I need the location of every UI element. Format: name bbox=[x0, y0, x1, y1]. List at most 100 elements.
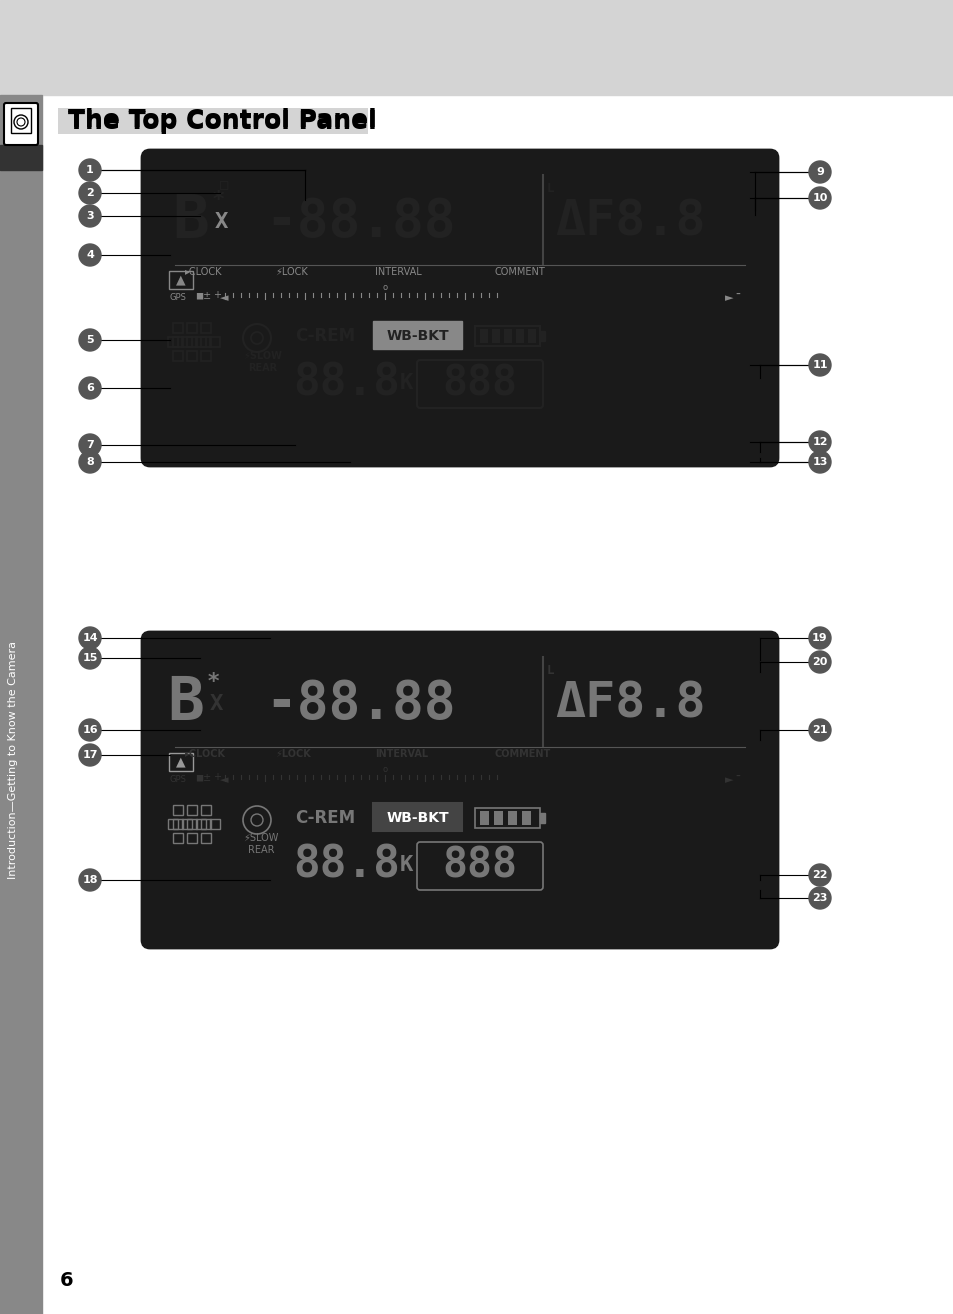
Bar bbox=[210, 336, 220, 347]
Circle shape bbox=[79, 244, 101, 265]
Bar bbox=[195, 819, 206, 829]
Text: 15: 15 bbox=[82, 653, 97, 664]
Text: o: o bbox=[382, 284, 387, 293]
Circle shape bbox=[79, 646, 101, 669]
Text: X: X bbox=[214, 212, 228, 233]
Text: L: L bbox=[546, 664, 554, 677]
Text: COMMENT: COMMENT bbox=[495, 749, 551, 759]
Text: 888: 888 bbox=[442, 361, 517, 403]
Circle shape bbox=[79, 328, 101, 351]
Bar bbox=[479, 328, 488, 343]
Bar bbox=[172, 323, 183, 332]
Bar bbox=[187, 819, 196, 829]
Bar bbox=[201, 336, 211, 347]
Text: 19: 19 bbox=[811, 633, 827, 643]
Circle shape bbox=[79, 451, 101, 473]
Bar bbox=[516, 328, 523, 343]
Text: ▸CLOCK: ▸CLOCK bbox=[185, 749, 226, 759]
Text: 8: 8 bbox=[86, 457, 93, 466]
Text: 3: 3 bbox=[86, 212, 93, 221]
Text: 6: 6 bbox=[60, 1271, 73, 1289]
Bar bbox=[503, 328, 512, 343]
Circle shape bbox=[808, 451, 830, 473]
Bar bbox=[187, 351, 196, 361]
FancyBboxPatch shape bbox=[373, 321, 461, 350]
Text: GPS: GPS bbox=[170, 293, 187, 302]
Text: REAR: REAR bbox=[248, 845, 274, 855]
Text: ◄: ◄ bbox=[220, 293, 229, 304]
Text: +: + bbox=[213, 290, 221, 300]
Bar bbox=[182, 336, 192, 347]
Text: 1: 1 bbox=[86, 166, 93, 175]
Text: ▸CLOCK: ▸CLOCK bbox=[185, 267, 222, 277]
FancyBboxPatch shape bbox=[142, 632, 778, 947]
Text: 22: 22 bbox=[811, 870, 827, 880]
Circle shape bbox=[17, 118, 25, 126]
Text: 16: 16 bbox=[82, 725, 98, 735]
Bar bbox=[210, 819, 220, 829]
Text: 12: 12 bbox=[811, 438, 827, 447]
Circle shape bbox=[808, 627, 830, 649]
FancyBboxPatch shape bbox=[4, 102, 38, 145]
Text: X: X bbox=[210, 694, 223, 714]
Text: -88.88: -88.88 bbox=[265, 678, 455, 731]
Text: 14: 14 bbox=[82, 633, 98, 643]
Bar bbox=[475, 326, 539, 346]
Text: WB-BKT: WB-BKT bbox=[386, 328, 449, 343]
Text: 23: 23 bbox=[811, 894, 827, 903]
Text: +: + bbox=[213, 773, 221, 782]
Bar bbox=[539, 813, 544, 823]
Text: 4: 4 bbox=[86, 250, 93, 260]
Text: K: K bbox=[399, 855, 413, 875]
Circle shape bbox=[79, 434, 101, 456]
Bar bbox=[58, 108, 368, 134]
Bar bbox=[201, 805, 211, 815]
Text: ►: ► bbox=[724, 293, 733, 304]
Bar bbox=[507, 811, 517, 825]
Circle shape bbox=[808, 650, 830, 673]
Bar bbox=[187, 833, 196, 844]
Bar bbox=[479, 811, 489, 825]
Bar bbox=[492, 328, 499, 343]
Text: ►: ► bbox=[724, 775, 733, 784]
Text: GPS: GPS bbox=[170, 775, 187, 784]
Text: ΔF8.8: ΔF8.8 bbox=[555, 198, 705, 246]
Bar bbox=[0, 95, 42, 1314]
Text: 17: 17 bbox=[82, 750, 97, 759]
Bar bbox=[187, 805, 196, 815]
Text: -: - bbox=[734, 288, 740, 302]
Bar bbox=[494, 811, 502, 825]
Text: INTERVAL: INTERVAL bbox=[375, 749, 428, 759]
Text: ◼±: ◼± bbox=[194, 290, 211, 300]
Text: REAR: REAR bbox=[248, 363, 276, 373]
Bar bbox=[195, 336, 206, 347]
Bar bbox=[539, 331, 544, 342]
Bar bbox=[201, 351, 211, 361]
Text: COMMENT: COMMENT bbox=[495, 267, 545, 277]
Text: 88.8: 88.8 bbox=[293, 844, 399, 887]
Bar bbox=[11, 108, 30, 133]
Circle shape bbox=[79, 183, 101, 204]
Text: 2: 2 bbox=[86, 188, 93, 198]
Circle shape bbox=[808, 187, 830, 209]
Text: ⚡LOCK: ⚡LOCK bbox=[274, 267, 308, 277]
Bar bbox=[521, 811, 531, 825]
Circle shape bbox=[79, 159, 101, 181]
Text: 6: 6 bbox=[86, 382, 93, 393]
Text: WB-BKT: WB-BKT bbox=[386, 811, 449, 825]
Text: K: K bbox=[399, 373, 413, 393]
Text: The Top Control Panel: The Top Control Panel bbox=[68, 110, 376, 134]
Bar bbox=[201, 833, 211, 844]
Circle shape bbox=[79, 205, 101, 227]
Text: B: B bbox=[172, 192, 209, 251]
Circle shape bbox=[808, 353, 830, 376]
Circle shape bbox=[79, 719, 101, 741]
Bar bbox=[172, 805, 183, 815]
Circle shape bbox=[79, 869, 101, 891]
Text: The Top Control Panel: The Top Control Panel bbox=[68, 108, 376, 131]
Bar bbox=[168, 819, 178, 829]
Text: *: * bbox=[207, 671, 220, 692]
Text: 7: 7 bbox=[86, 440, 93, 449]
Circle shape bbox=[808, 887, 830, 909]
Text: C-REM: C-REM bbox=[294, 809, 355, 827]
